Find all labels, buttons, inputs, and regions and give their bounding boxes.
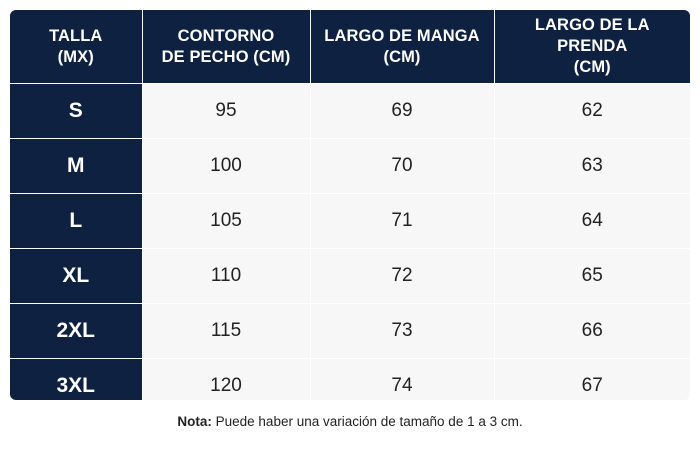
table-row: S 95 69 62 (10, 83, 690, 139)
length-cell: 62 (494, 83, 690, 139)
chest-cell: 115 (142, 303, 311, 359)
chest-cell: 105 (142, 193, 311, 249)
size-cell: S (10, 83, 143, 139)
header-length: LARGO DE LA PRENDA (CM) (494, 10, 690, 84)
sleeve-cell: 72 (310, 248, 495, 304)
header-size-line2: (MX) (57, 47, 94, 66)
header-row: TALLA (MX) CONTORNO DE PECHO (CM) LARGO … (10, 10, 690, 84)
header-sleeve-line1: LARGO DE MANGA (324, 26, 480, 45)
table-row: 3XL 120 74 67 (10, 358, 690, 400)
note-label: Nota: (177, 414, 212, 429)
note-text: Puede haber una variación de tamaño de 1… (211, 414, 523, 429)
size-cell: L (10, 193, 143, 249)
header-sleeve-line2: (CM) (383, 47, 421, 66)
chest-cell: 110 (142, 248, 311, 304)
length-cell: 64 (494, 193, 690, 249)
header-length-line2: (CM) (573, 58, 611, 76)
length-cell: 67 (494, 358, 690, 400)
chest-cell: 95 (142, 83, 311, 139)
header-sleeve: LARGO DE MANGA (CM) (310, 10, 495, 84)
length-cell: 63 (494, 138, 690, 194)
header-chest-line2: DE PECHO (CM) (161, 47, 291, 66)
sleeve-cell: 73 (310, 303, 495, 359)
sleeve-cell: 69 (310, 83, 495, 139)
table-row: 2XL 115 73 66 (10, 303, 690, 359)
size-table: TALLA (MX) CONTORNO DE PECHO (CM) LARGO … (10, 10, 690, 400)
header-size-line1: TALLA (49, 26, 103, 45)
length-cell: 65 (494, 248, 690, 304)
header-chest-line1: CONTORNO (177, 26, 275, 45)
size-chart: TALLA (MX) CONTORNO DE PECHO (CM) LARGO … (10, 10, 690, 400)
size-cell: XL (10, 248, 143, 304)
sleeve-cell: 71 (310, 193, 495, 249)
header-length-line1: LARGO DE LA PRENDA (534, 16, 650, 55)
table-row: XL 110 72 65 (10, 248, 690, 304)
size-note: Nota: Puede haber una variación de tamañ… (0, 414, 700, 429)
chest-cell: 100 (142, 138, 311, 194)
size-cell: 2XL (10, 303, 143, 359)
size-cell: M (10, 138, 143, 194)
header-chest: CONTORNO DE PECHO (CM) (142, 10, 311, 84)
header-size: TALLA (MX) (10, 10, 143, 84)
sleeve-cell: 70 (310, 138, 495, 194)
length-cell: 66 (494, 303, 690, 359)
sleeve-cell: 74 (310, 358, 495, 400)
size-cell: 3XL (10, 358, 143, 400)
chest-cell: 120 (142, 358, 311, 400)
table-row: M 100 70 63 (10, 138, 690, 194)
table-row: L 105 71 64 (10, 193, 690, 249)
